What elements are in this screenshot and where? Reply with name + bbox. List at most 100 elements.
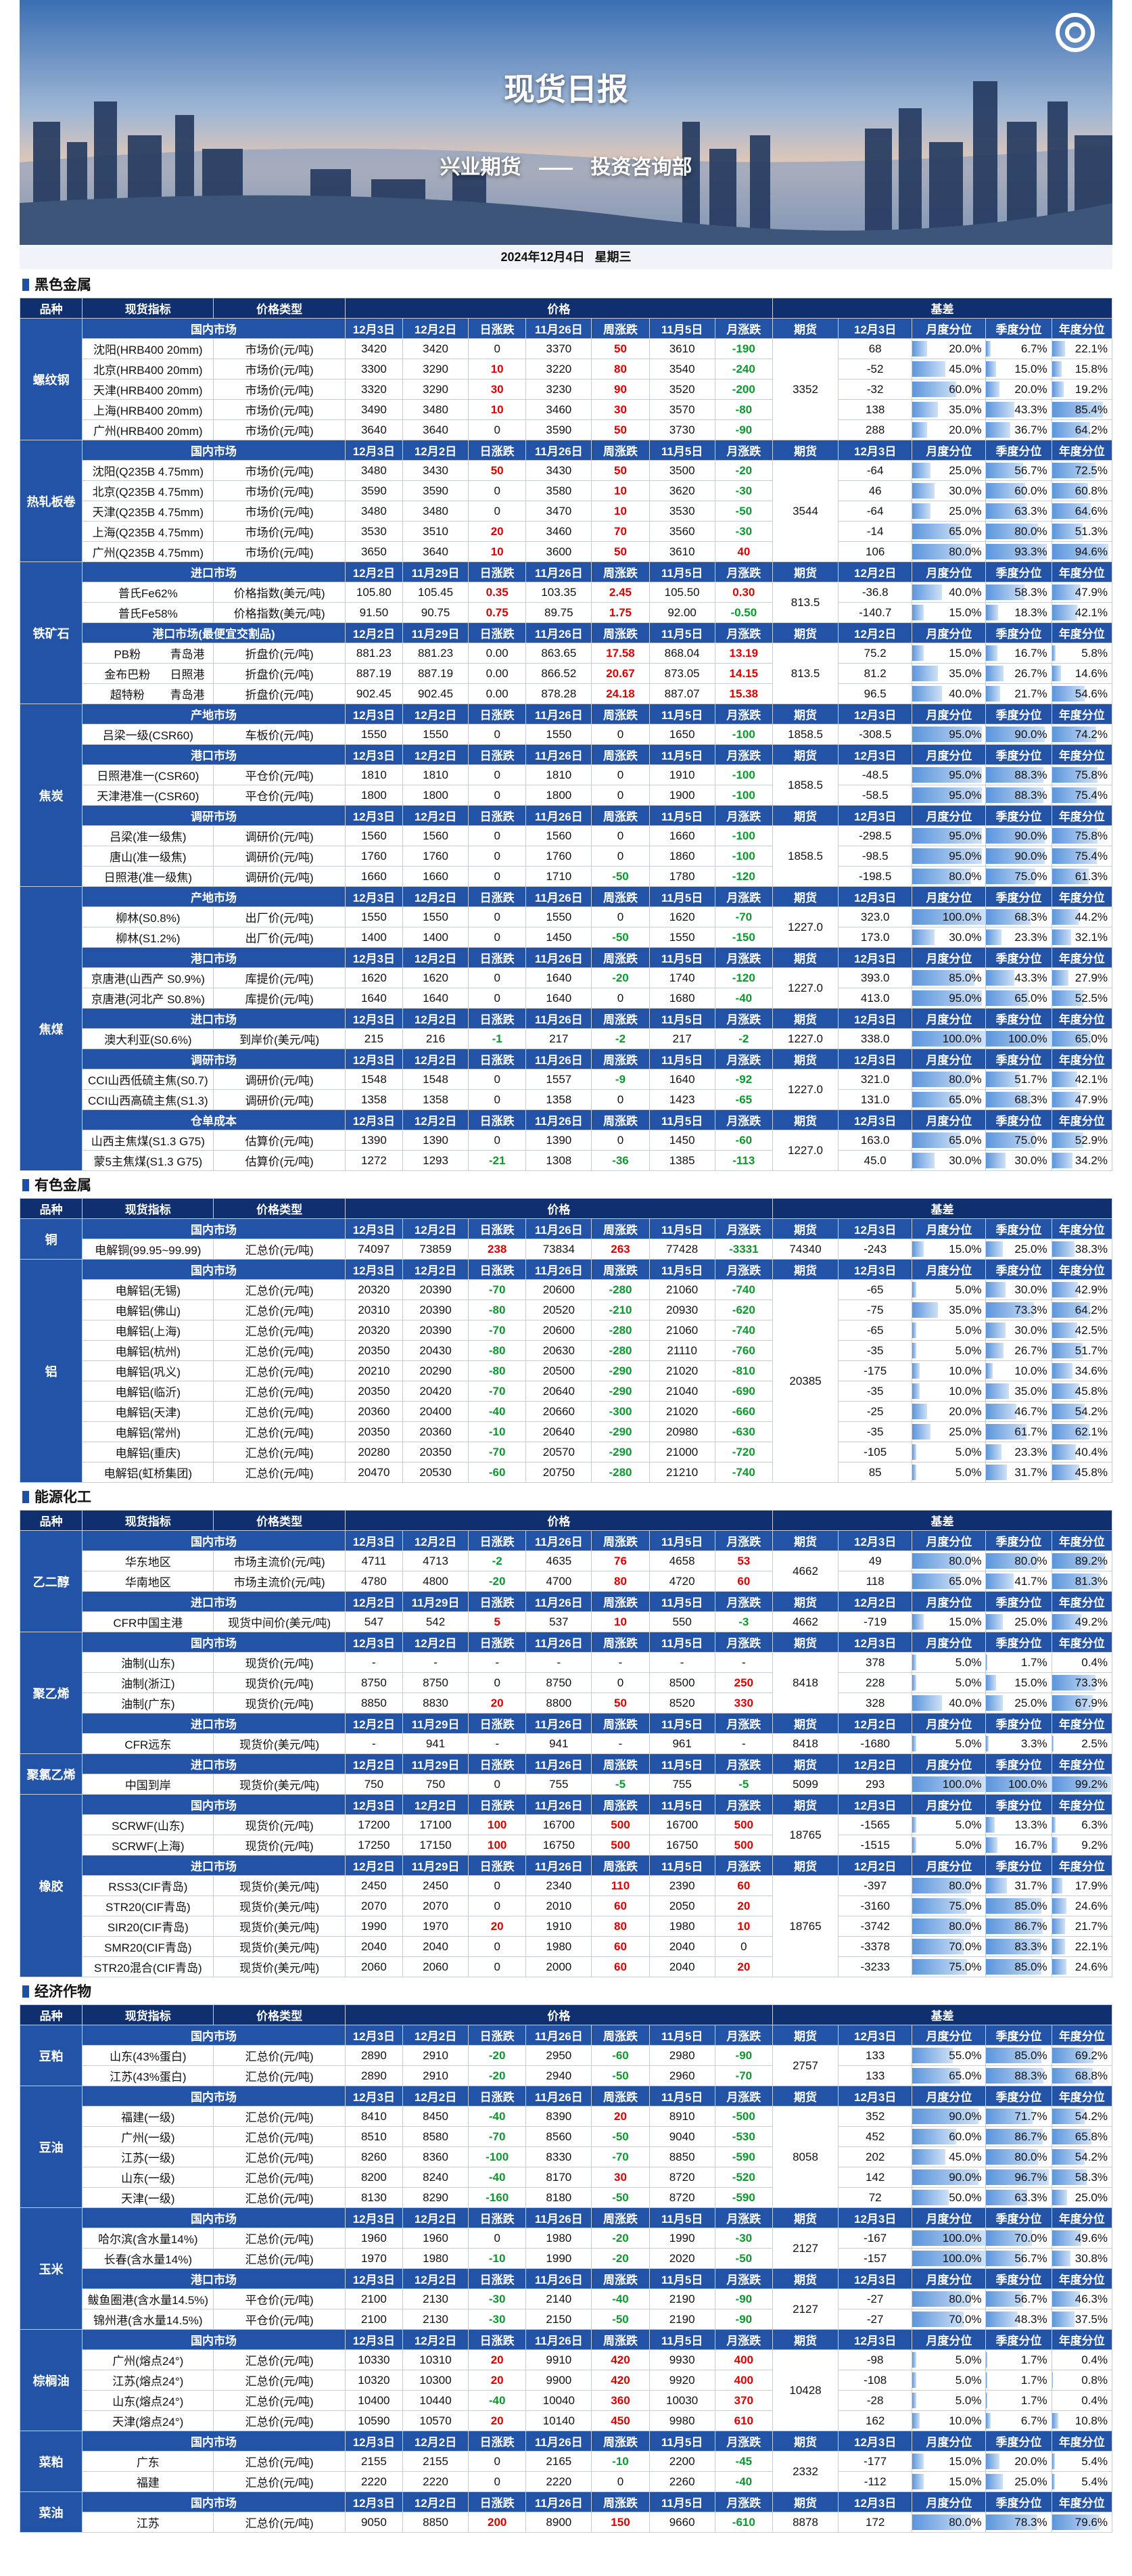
percentile: 80.0% [912, 2512, 987, 2533]
basis: 452 [838, 2126, 913, 2147]
price: 2070 [402, 1895, 469, 1916]
group-header-cell: 国内市场 [82, 2207, 346, 2228]
percentile: 20.0% [912, 338, 987, 359]
change: -3 [714, 1611, 773, 1632]
group-header-cell: 调研市场 [82, 805, 346, 826]
price: 8260 [344, 2146, 403, 2167]
basis: 328 [838, 1693, 913, 1714]
percentile-label: 75.4% [1075, 788, 1108, 802]
price-type: 调研价(元/吨) [213, 846, 346, 867]
change: 40 [714, 541, 773, 562]
group-header-cell: 月度分位 [912, 318, 987, 339]
percentile: 25.0% [985, 1693, 1052, 1714]
futures: 4662 [772, 1611, 839, 1632]
group-header-cell: 月涨跌 [714, 2207, 773, 2228]
percentile-bar [986, 686, 1001, 702]
percentile-label: 5.4% [1081, 2454, 1108, 2468]
change: -20 [468, 1571, 527, 1592]
percentile-label: 5.0% [955, 2353, 982, 2366]
price: 2450 [344, 1875, 403, 1896]
percentile-label: 19.2% [1075, 382, 1108, 396]
percentile-label: 65.0% [949, 1133, 982, 1147]
percentile-bar [912, 1282, 916, 1297]
group-header-cell: 11月5日 [648, 2268, 715, 2289]
percentile-bar [986, 1031, 1052, 1046]
group-header-cell: 期货 [772, 805, 839, 826]
price-type: 库提价(元/吨) [213, 967, 346, 988]
percentile-label: 52.5% [1075, 991, 1108, 1005]
percentile-bar [986, 1675, 996, 1690]
percentile-bar [1052, 2048, 1093, 2063]
change: 60 [714, 1875, 773, 1896]
price: 8720 [648, 2167, 715, 2188]
price: 3230 [525, 379, 592, 400]
change: 0 [468, 2471, 527, 2492]
percentile: 0.4% [1051, 2390, 1113, 2411]
group-header-cell: 11月26日 [525, 947, 592, 968]
group-header-cell: 12月2日 [402, 1794, 469, 1815]
section-name: 黑色金属 [34, 277, 91, 293]
percentile: 80.0% [912, 1550, 987, 1571]
price: 105.45 [402, 582, 469, 603]
futures: 2127 [772, 2288, 839, 2330]
price: 2450 [402, 1875, 469, 1896]
indicator-name: 天津(Q235B 4.75mm) [92, 506, 204, 519]
group-header-cell: 季度分位 [985, 1591, 1052, 1612]
price: 1390 [344, 1130, 403, 1151]
change: 400 [714, 2370, 773, 2391]
group-header-cell: 12月3日 [838, 2086, 913, 2107]
group-header-cell: 国内市场 [82, 2025, 346, 2046]
group-header-cell: 12月2日 [402, 886, 469, 907]
change: 0 [468, 480, 527, 501]
basis: -3160 [838, 1895, 913, 1916]
percentile: 20.0% [985, 379, 1052, 400]
group-header-cell: 期货 [772, 1794, 839, 1815]
basis: -35 [838, 1340, 913, 1361]
price: 21210 [648, 1462, 715, 1483]
percentile-bar [1052, 1817, 1056, 1833]
percentile-bar [986, 1072, 1020, 1087]
price: 1640 [402, 988, 469, 1009]
date-line: 2024年12月4日 星期三 [20, 245, 1112, 269]
indicator: 江苏(一级) [82, 2146, 214, 2167]
percentile-label: 42.1% [1075, 1072, 1108, 1086]
price: 3510 [402, 521, 469, 542]
price: 1970 [344, 2248, 403, 2269]
price: 2910 [402, 2065, 469, 2086]
percentile-bar [986, 929, 1001, 945]
percentile-label: 75.4% [1075, 849, 1108, 862]
indicator-name: 电解铜(99.95~99.99) [95, 1244, 202, 1257]
price: 10310 [402, 2349, 469, 2370]
data-row: STR20(CIF青岛) 现货价(美元/吨) 2070 2070 0 2010 60 2050… [20, 1895, 1113, 1916]
percentile-bar [986, 1132, 1035, 1148]
percentile: 1.7% [985, 2370, 1052, 2391]
change: 60 [591, 1895, 650, 1916]
change: -280 [591, 1462, 650, 1483]
percentile: 85.0% [912, 967, 987, 988]
indicator-name: 山西主焦煤(S1.3 G75) [91, 1135, 205, 1148]
percentile-label: 15.0% [949, 1615, 982, 1628]
indicator: 山西主焦煤(S1.3 G75) [82, 1130, 214, 1151]
indicator-name: 电解铝(虹桥集团) [103, 1467, 192, 1480]
percentile: 79.6% [1051, 2512, 1113, 2533]
percentile-label: 71.7% [1014, 2109, 1047, 2123]
percentile: 2.5% [1051, 1733, 1113, 1754]
group-header-cell: 日涨跌 [468, 2491, 527, 2512]
group-header-cell: 日涨跌 [468, 1530, 527, 1551]
group-header-cell: 月度分位 [912, 1794, 987, 1815]
data-row: 电解铝(上海) 汇总价(元/吨) 20320 20390 -70 20600 -280 210… [20, 1320, 1113, 1341]
percentile-bar [986, 1322, 1006, 1338]
percentile-label: 88.3% [1014, 2069, 1047, 2082]
percentile-bar [1052, 1092, 1081, 1107]
percentile-label: 42.1% [1075, 605, 1108, 619]
price-type: 车板价(元/吨) [213, 724, 346, 745]
percentile-bar [912, 2372, 916, 2388]
price: - [344, 1733, 403, 1754]
group-header-cell: 月度分位 [912, 744, 987, 765]
group-header-cell: 周涨跌 [591, 1591, 650, 1612]
group-header-cell: 月涨跌 [714, 1049, 773, 1070]
indicator-name: 电解铝(上海) [115, 1325, 181, 1338]
indicator-name: CCI山西低硫主焦(S0.7) [88, 1074, 208, 1087]
indicator-name: 天津(一级) [121, 2192, 175, 2205]
percentile: 90.0% [912, 2167, 987, 2188]
